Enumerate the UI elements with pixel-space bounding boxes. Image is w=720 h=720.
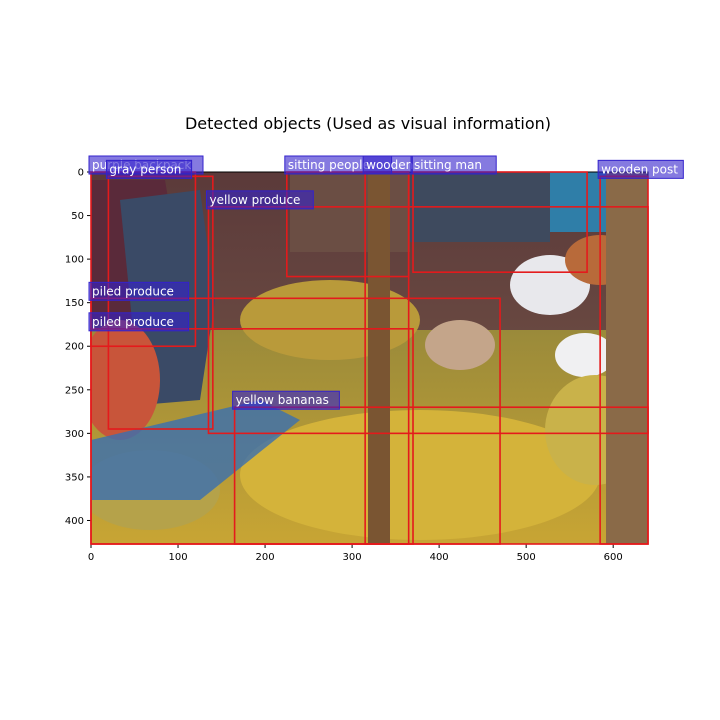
detection-label-bg — [105, 159, 193, 179]
x-tick-label: 200 — [256, 552, 275, 563]
y-axis: 0 50 100 150 200 250 300 350 400 — [65, 168, 91, 527]
detection-label-bg — [410, 155, 497, 175]
market-photo — [91, 172, 648, 544]
detection-label: piled produce — [92, 284, 174, 298]
detection-label-bg — [88, 312, 190, 332]
detection-boxes — [90, 171, 649, 545]
y-tick-label: 250 — [65, 385, 84, 396]
chart-title: Detected objects (Used as visual informa… — [185, 114, 551, 133]
detection-box — [412, 171, 588, 273]
y-tick-label: 350 — [65, 472, 84, 483]
y-tick-label: 100 — [65, 255, 84, 266]
y-tick-label: 300 — [65, 429, 84, 440]
x-axis: 0 100 200 300 400 500 600 — [88, 544, 623, 563]
y-tick-label: 50 — [71, 211, 84, 222]
detection-label: wooden post — [601, 162, 678, 176]
detection-label: sitting man — [414, 158, 482, 172]
x-tick-label: 500 — [517, 552, 536, 563]
detection-label: yellow produce — [209, 193, 300, 207]
y-tick-label: 150 — [65, 298, 84, 309]
x-tick-label: 100 — [168, 552, 187, 563]
detection-label: wooden — [366, 158, 413, 172]
x-tick-label: 300 — [343, 552, 362, 563]
detection-label-bg — [597, 159, 684, 179]
detection-label: gray person — [109, 162, 181, 176]
detection-label: sitting people — [288, 158, 370, 172]
y-tick-label: 0 — [78, 168, 84, 179]
detection-box — [207, 206, 649, 435]
detection-label-bg — [88, 281, 190, 301]
detection-label-bg — [232, 390, 340, 410]
y-tick-label: 400 — [65, 516, 84, 527]
detection-label: yellow bananas — [236, 393, 329, 407]
detection-label: piled produce — [92, 315, 174, 329]
x-tick-label: 0 — [88, 552, 94, 563]
x-tick-label: 600 — [604, 552, 623, 563]
y-tick-label: 200 — [65, 342, 84, 353]
detection-box — [233, 406, 649, 545]
detection-label-bg — [205, 190, 314, 210]
x-tick-label: 400 — [430, 552, 449, 563]
